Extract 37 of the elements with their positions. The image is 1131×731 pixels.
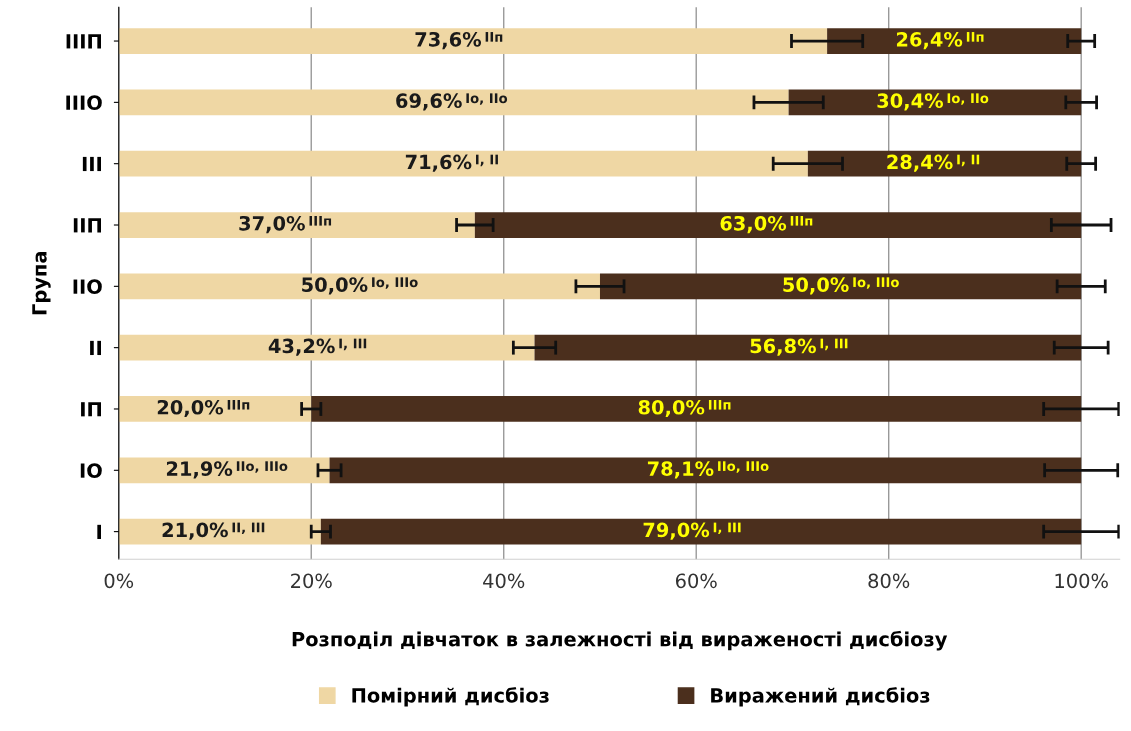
data-label: 69,6%Iо, IIо <box>396 93 508 111</box>
y-tick-label: IIП <box>73 218 101 233</box>
data-label: 71,6%I, II <box>405 154 498 172</box>
y-tick-label: IО <box>80 463 102 478</box>
data-label: 21,9%IIо, IIIо <box>166 461 288 479</box>
data-label: 78,1%IIо, IIIо <box>647 461 769 479</box>
data-label: 20,0%IIIп <box>157 399 250 418</box>
data-label: 50,0%Iо, IIIо <box>783 277 899 295</box>
x-tick-label: 20% <box>291 573 332 589</box>
x-tick-label: 40% <box>483 573 525 589</box>
y-tick-label: IIIП <box>66 34 101 49</box>
y-tick-label: IIIО <box>66 95 102 111</box>
data-label: 37,0%IIIп <box>239 215 332 234</box>
y-tick-label: II <box>90 340 101 356</box>
data-label: 43,2%I, III <box>268 338 367 356</box>
data-label: 80,0%IIIп <box>638 399 731 418</box>
data-label: 30,4%Iо, IIо <box>877 93 989 111</box>
y-tick-label: I <box>97 524 101 540</box>
data-label: 63,0%IIIп <box>720 215 813 234</box>
legend-label: Помірний дисбіоз <box>352 687 549 707</box>
data-label: 26,4%IIп <box>896 31 984 50</box>
legend-label: Виражений дисбіоз <box>711 687 930 707</box>
x-axis-title: Розподіл дівчаток в залежності від вираженості дисбіозу <box>292 630 948 651</box>
data-label: 73,6%IIп <box>415 31 503 50</box>
y-tick-label: IIО <box>73 279 102 294</box>
y-axis-title: Група <box>32 252 51 315</box>
y-tick-label: IП <box>81 402 101 417</box>
data-label: 79,0%I, III <box>643 522 741 540</box>
x-tick-label: 100% <box>1055 573 1108 589</box>
x-tick-label: 0% <box>104 573 134 589</box>
data-label: 56,8%I, III <box>750 338 848 356</box>
data-label: 50,0%Iо, IIIо <box>302 277 418 295</box>
data-label: 21,0%II, III <box>162 522 265 540</box>
x-tick-label: 60% <box>675 573 717 589</box>
x-tick-label: 80% <box>868 573 910 589</box>
data-label: 28,4%I, II <box>887 154 980 172</box>
y-tick-label: III <box>82 156 101 172</box>
